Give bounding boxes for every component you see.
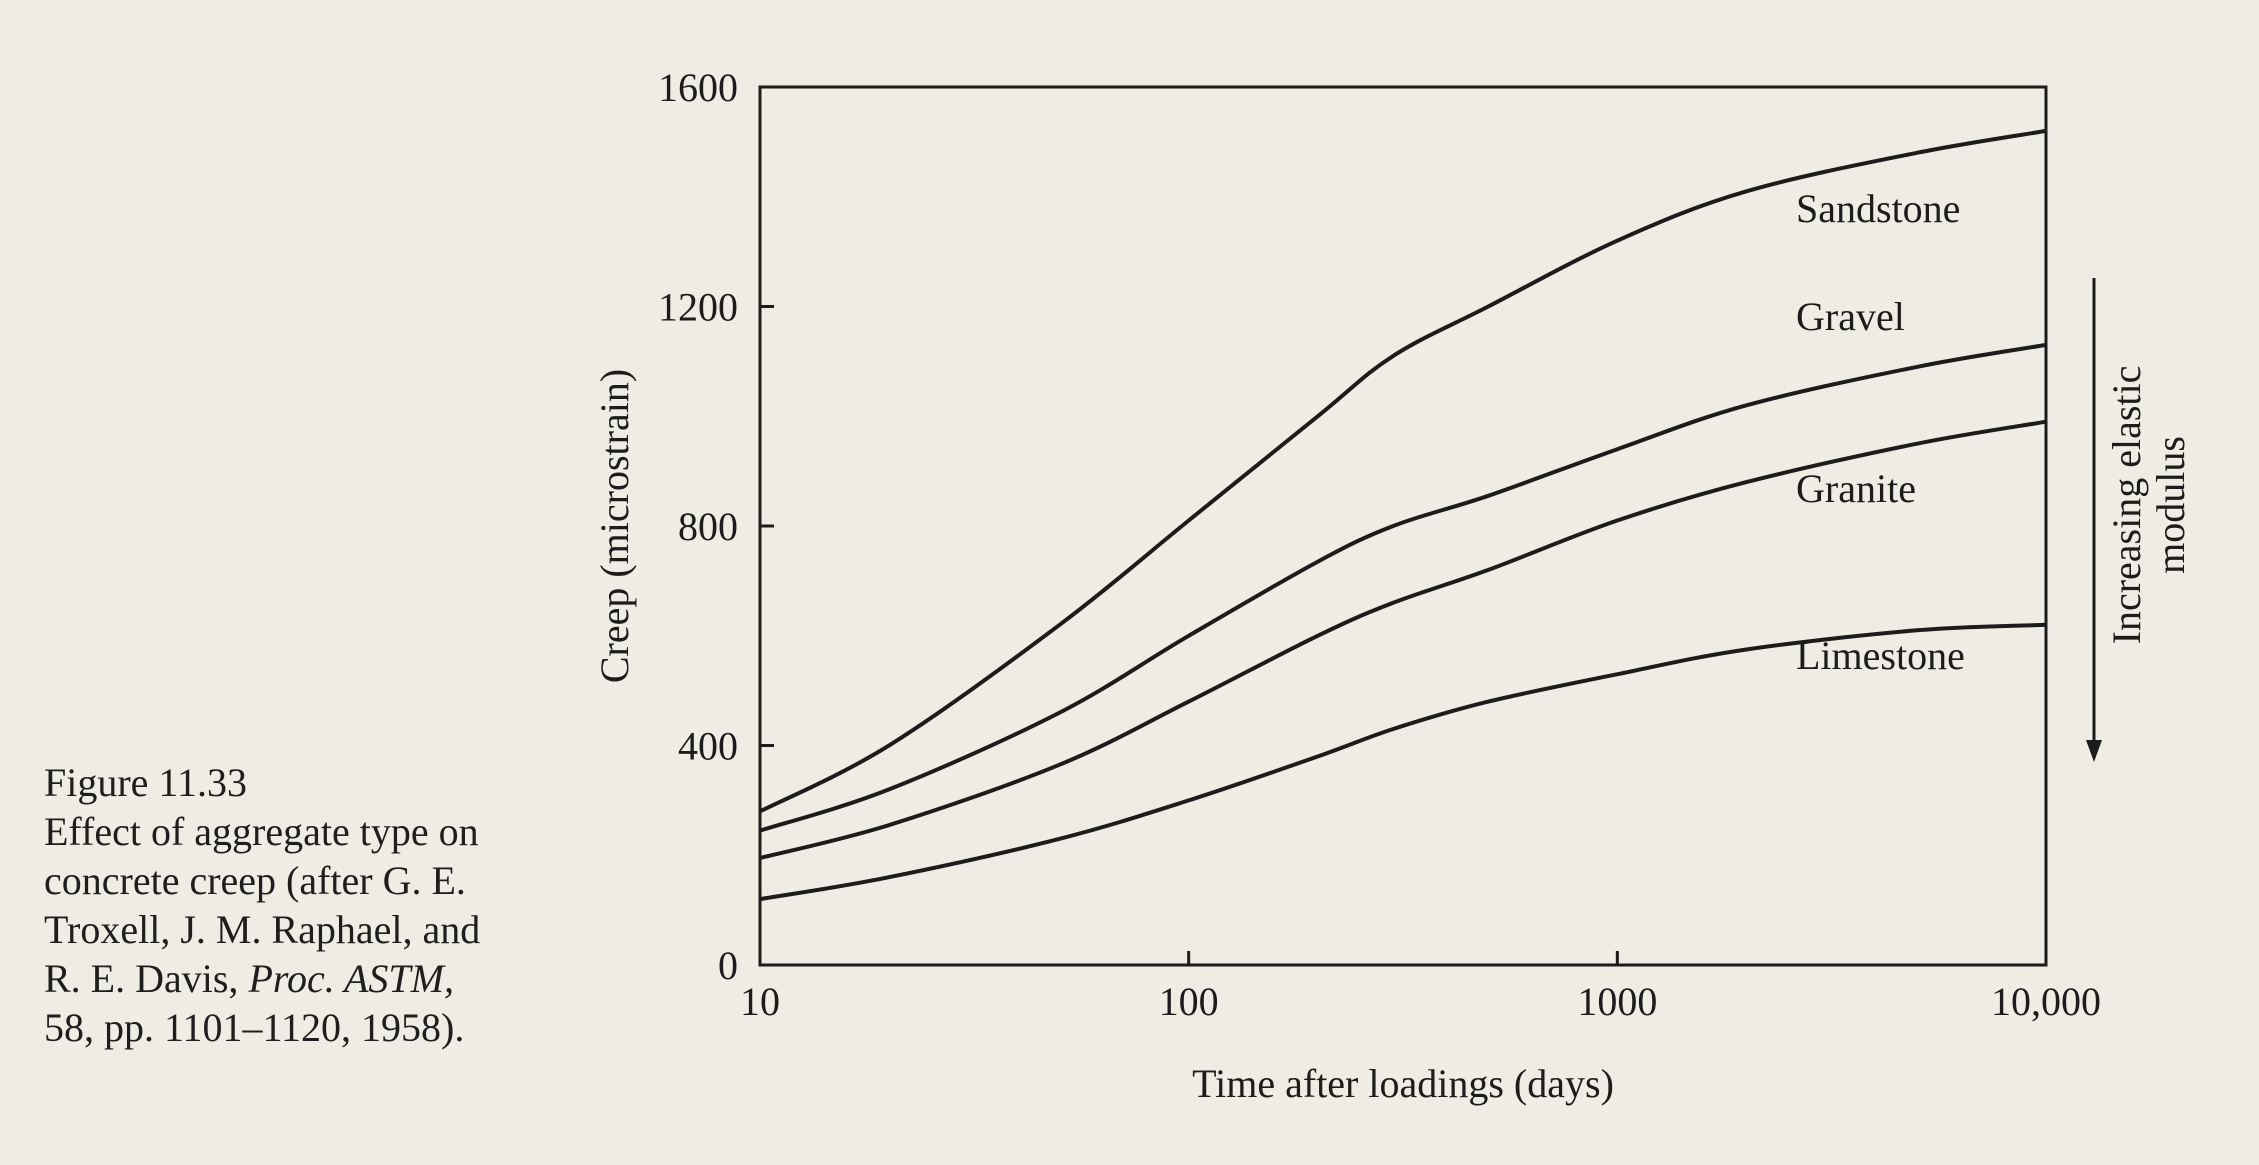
series-line-granite (759, 419, 2047, 860)
y-axis-title: Creep (microstrain) (592, 369, 637, 683)
x-axis-title: Time after loadings (days) (1192, 1061, 1614, 1106)
annotation-line-1: Increasing elastic (2104, 366, 2149, 645)
y-tick-label: 0 (718, 943, 738, 988)
caption-journal: Proc. ASTM, (248, 956, 454, 1001)
y-tick-label: 400 (678, 724, 738, 769)
caption-line-5: R. E. Davis, Proc. ASTM, (44, 954, 604, 1003)
x-tick-label: 10 (740, 979, 780, 1024)
annotation-arrowhead (2086, 740, 2102, 762)
x-tick-label: 1000 (1577, 979, 1657, 1024)
series-labels: Sandstone Gravel Granite Limestone (1796, 186, 1965, 678)
series-label-gravel: Gravel (1796, 294, 1905, 339)
series-label-sandstone: Sandstone (1796, 186, 1960, 231)
caption-line-6: 58, pp. 1101–1120, 1958). (44, 1005, 465, 1050)
y-tick-label: 1200 (658, 285, 738, 330)
series-line-limestone (759, 622, 2047, 902)
series-lines (759, 128, 2047, 902)
annotation-line-2: modulus (2148, 436, 2193, 574)
caption-line-4: Troxell, J. M. Raphael, and (44, 907, 481, 952)
series-label-limestone: Limestone (1796, 633, 1965, 678)
caption-line-3: concrete creep (after G. E. (44, 858, 466, 903)
y-tick-label: 800 (678, 504, 738, 549)
figure-caption: Figure 11.33 Effect of aggregate type on… (44, 758, 604, 1052)
x-tick-label: 100 (1159, 979, 1219, 1024)
axis-ticks (758, 85, 2048, 967)
y-tick-label: 1600 (658, 65, 738, 110)
caption-line-1: Figure 11.33 (44, 760, 247, 805)
caption-line-5-text: R. E. Davis, (44, 956, 249, 1001)
series-label-granite: Granite (1796, 466, 1916, 511)
caption-line-2: Effect of aggregate type on (44, 809, 479, 854)
tick-labels: 10 100 1000 10,000 0 400 800 1200 1600 (658, 65, 2101, 1024)
elastic-modulus-annotation: Increasing elastic modulus (2086, 278, 2193, 762)
series-line-gravel (759, 342, 2047, 833)
series-line-sandstone (759, 128, 2047, 814)
x-tick-label: 10,000 (1991, 979, 2101, 1024)
